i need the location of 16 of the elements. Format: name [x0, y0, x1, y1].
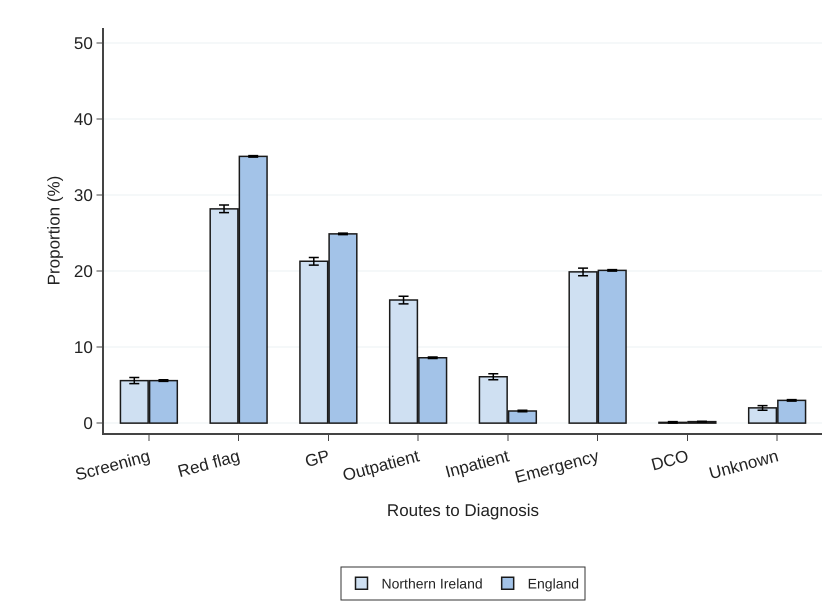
- y-tick-label: 10: [74, 338, 93, 358]
- y-tick-label: 0: [83, 414, 93, 434]
- x-tick-label: Inpatient: [443, 446, 512, 482]
- y-tick-label: 40: [74, 110, 93, 130]
- x-tick-label: Screening: [73, 446, 152, 485]
- x-tick-label: Red flag: [176, 446, 242, 482]
- y-tick-label: 20: [74, 262, 93, 282]
- x-tick-label: Unknown: [706, 446, 780, 484]
- y-tick-label: 50: [74, 34, 93, 54]
- y-tick-label: 30: [74, 186, 93, 206]
- y-axis-title: Proportion (%): [44, 176, 64, 286]
- x-tick-label: GP: [302, 446, 332, 472]
- x-axis-title: Routes to Diagnosis: [386, 500, 540, 520]
- legend-label: Northern Ireland: [382, 576, 483, 592]
- x-tick-label: DCO: [649, 446, 691, 475]
- legend-label: England: [528, 576, 580, 592]
